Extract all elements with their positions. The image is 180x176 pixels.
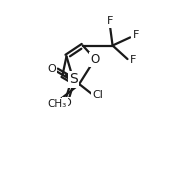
Text: CH₃: CH₃ — [48, 99, 67, 109]
Text: O: O — [63, 98, 72, 108]
Text: O: O — [90, 53, 100, 66]
Text: F: F — [107, 16, 114, 26]
Text: F: F — [132, 30, 139, 40]
Text: S: S — [69, 72, 78, 86]
Text: O: O — [48, 64, 56, 74]
Text: F: F — [130, 55, 136, 65]
Text: Cl: Cl — [93, 90, 103, 100]
